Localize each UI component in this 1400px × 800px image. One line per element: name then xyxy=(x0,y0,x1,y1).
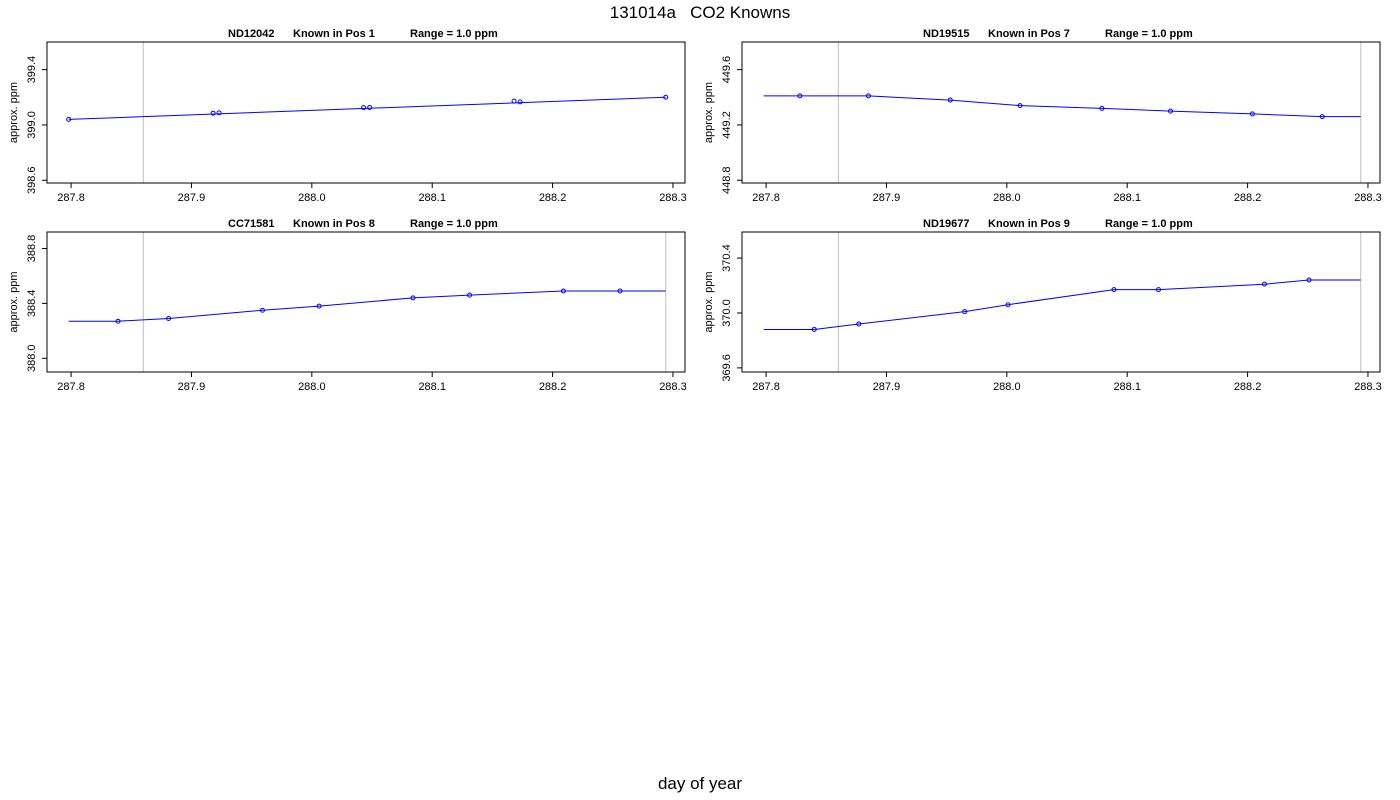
panel-2-x-tick-label: 288.3 xyxy=(1354,192,1382,204)
panel-1-data-point xyxy=(367,105,373,111)
panel-3-data-point xyxy=(617,288,623,294)
panel-4-data-point xyxy=(856,321,862,327)
panel-4-data-point xyxy=(1005,302,1011,308)
x-axis-label: day of year xyxy=(657,774,743,793)
panel-3-x-tick-label: 287.8 xyxy=(57,381,85,393)
panel-1-y-tick-label: 398.6 xyxy=(26,166,38,194)
panel-4-x-tick-label: 288.0 xyxy=(993,381,1021,393)
panel-3-data-point xyxy=(467,292,473,298)
panel-1-y-axis-label: approx. ppm xyxy=(8,82,20,143)
panel-4-title-part: ND19677 xyxy=(923,218,969,230)
panel-2-x-tick-label: 288.2 xyxy=(1234,192,1262,204)
panel-4-data-point xyxy=(811,326,817,332)
panel-1-data-point xyxy=(511,98,517,104)
panel-4-plot-frame xyxy=(741,231,1381,373)
panel-2-series-line xyxy=(763,95,1361,118)
panel-1-title-part: Known in Pos 1 xyxy=(293,28,375,40)
panel-3-x-tick-label: 287.9 xyxy=(178,381,206,393)
panel-1-title-part: Range = 1.0 ppm xyxy=(410,28,498,40)
panel-3-x-tick-label: 288.0 xyxy=(298,381,326,393)
panel-1-x-tick-label: 288.0 xyxy=(298,192,326,204)
panel-2-x-tick-label: 287.8 xyxy=(752,192,780,204)
panel-2-plot-frame xyxy=(741,41,1381,184)
panel-3-x-tick-label: 288.3 xyxy=(659,381,687,393)
panel-3-data-point xyxy=(410,295,416,301)
panel-4-x-tick-label: 288.3 xyxy=(1354,381,1382,393)
panel-4-data-point xyxy=(1156,287,1162,293)
panel-2-title-part: Known in Pos 7 xyxy=(988,28,1070,40)
panel-4-title-part: Known in Pos 9 xyxy=(988,218,1070,230)
panel-3-data-point xyxy=(316,303,322,309)
panel-1-data-point xyxy=(66,116,72,122)
panel-2-title-part: Range = 1.0 ppm xyxy=(1105,28,1193,40)
panel-3-data-point xyxy=(259,307,265,313)
panel-2-data-point xyxy=(1319,114,1325,120)
panel-3-y-tick-label: 388.0 xyxy=(26,345,38,373)
panel-2-y-tick-label: 449.2 xyxy=(721,111,733,139)
panel-2-data-point xyxy=(797,93,803,99)
panel-1-x-tick-label: 287.8 xyxy=(57,192,85,204)
panel-3-title-part: CC71581 xyxy=(228,218,274,230)
panel-1-data-point xyxy=(517,99,523,105)
panel-4-y-tick-label: 369.6 xyxy=(721,354,733,382)
panel-4-y-tick-label: 370.4 xyxy=(721,244,733,272)
panel-4-y-tick-label: 370.0 xyxy=(721,299,733,327)
panel-3-y-tick-label: 388.8 xyxy=(26,235,38,263)
panel-3-plot-frame xyxy=(46,231,686,373)
panel-3-x-tick-label: 288.2 xyxy=(539,381,567,393)
panel-2-y-tick-label: 448.8 xyxy=(721,166,733,194)
panel-4-y-axis-label: approx. ppm xyxy=(703,271,715,332)
panel-4-data-point xyxy=(1111,287,1117,293)
panel-3-y-axis-label: approx. ppm xyxy=(8,271,20,332)
panel-4-data-point xyxy=(1306,277,1312,283)
panel-3-data-point xyxy=(166,315,172,321)
panel-2-data-point xyxy=(1099,105,1105,111)
panel-2-data-point xyxy=(1249,111,1255,117)
panel-4-title-part: Range = 1.0 ppm xyxy=(1105,218,1193,230)
panel-4-series-line xyxy=(763,279,1361,330)
panel-2-data-point xyxy=(1017,103,1023,109)
panel-1-x-tick-label: 288.2 xyxy=(539,192,567,204)
panel-2-y-tick-label: 449.6 xyxy=(721,56,733,84)
panel-3-x-tick-label: 288.1 xyxy=(418,381,446,393)
panel-1-y-tick-label: 399.4 xyxy=(26,56,38,84)
panel-1-x-tick-label: 288.1 xyxy=(418,192,446,204)
panel-3-data-point xyxy=(560,288,566,294)
panel-4-x-tick-label: 287.9 xyxy=(873,381,901,393)
panel-2-x-tick-label: 288.0 xyxy=(993,192,1021,204)
panel-2-title-part: ND19515 xyxy=(923,28,969,40)
panel-3-y-tick-label: 388.4 xyxy=(26,290,38,318)
panel-2-x-tick-label: 288.1 xyxy=(1113,192,1141,204)
panel-2-x-tick-label: 287.9 xyxy=(873,192,901,204)
panel-2-data-point xyxy=(947,97,953,103)
panel-1-plot-frame xyxy=(46,41,686,184)
panel-3-title-part: Range = 1.0 ppm xyxy=(410,218,498,230)
panel-2-data-point xyxy=(865,93,871,99)
panel-3-series-line xyxy=(68,290,666,322)
panel-4-x-tick-label: 288.2 xyxy=(1234,381,1262,393)
panel-1-x-tick-label: 287.9 xyxy=(178,192,206,204)
panel-4-data-point xyxy=(962,309,968,315)
panel-3-data-point xyxy=(115,318,121,324)
panel-2-data-point xyxy=(1168,108,1174,114)
panel-1-data-point xyxy=(663,94,669,100)
panel-1-title-part: ND12042 xyxy=(228,28,274,40)
panel-1-y-tick-label: 399.0 xyxy=(26,111,38,139)
panel-4-x-tick-label: 288.1 xyxy=(1113,381,1141,393)
panel-1-series-line xyxy=(68,96,666,120)
panel-4-x-tick-label: 287.8 xyxy=(752,381,780,393)
panel-4-data-point xyxy=(1261,281,1267,287)
page-title: 131014a CO2 Knowns xyxy=(609,3,791,22)
panel-3-title-part: Known in Pos 8 xyxy=(293,218,375,230)
panel-2-y-axis-label: approx. ppm xyxy=(703,82,715,143)
panel-1-data-point xyxy=(210,110,216,116)
panel-1-data-point xyxy=(216,110,222,116)
panel-1-x-tick-label: 288.3 xyxy=(659,192,687,204)
panel-1-data-point xyxy=(361,105,367,111)
